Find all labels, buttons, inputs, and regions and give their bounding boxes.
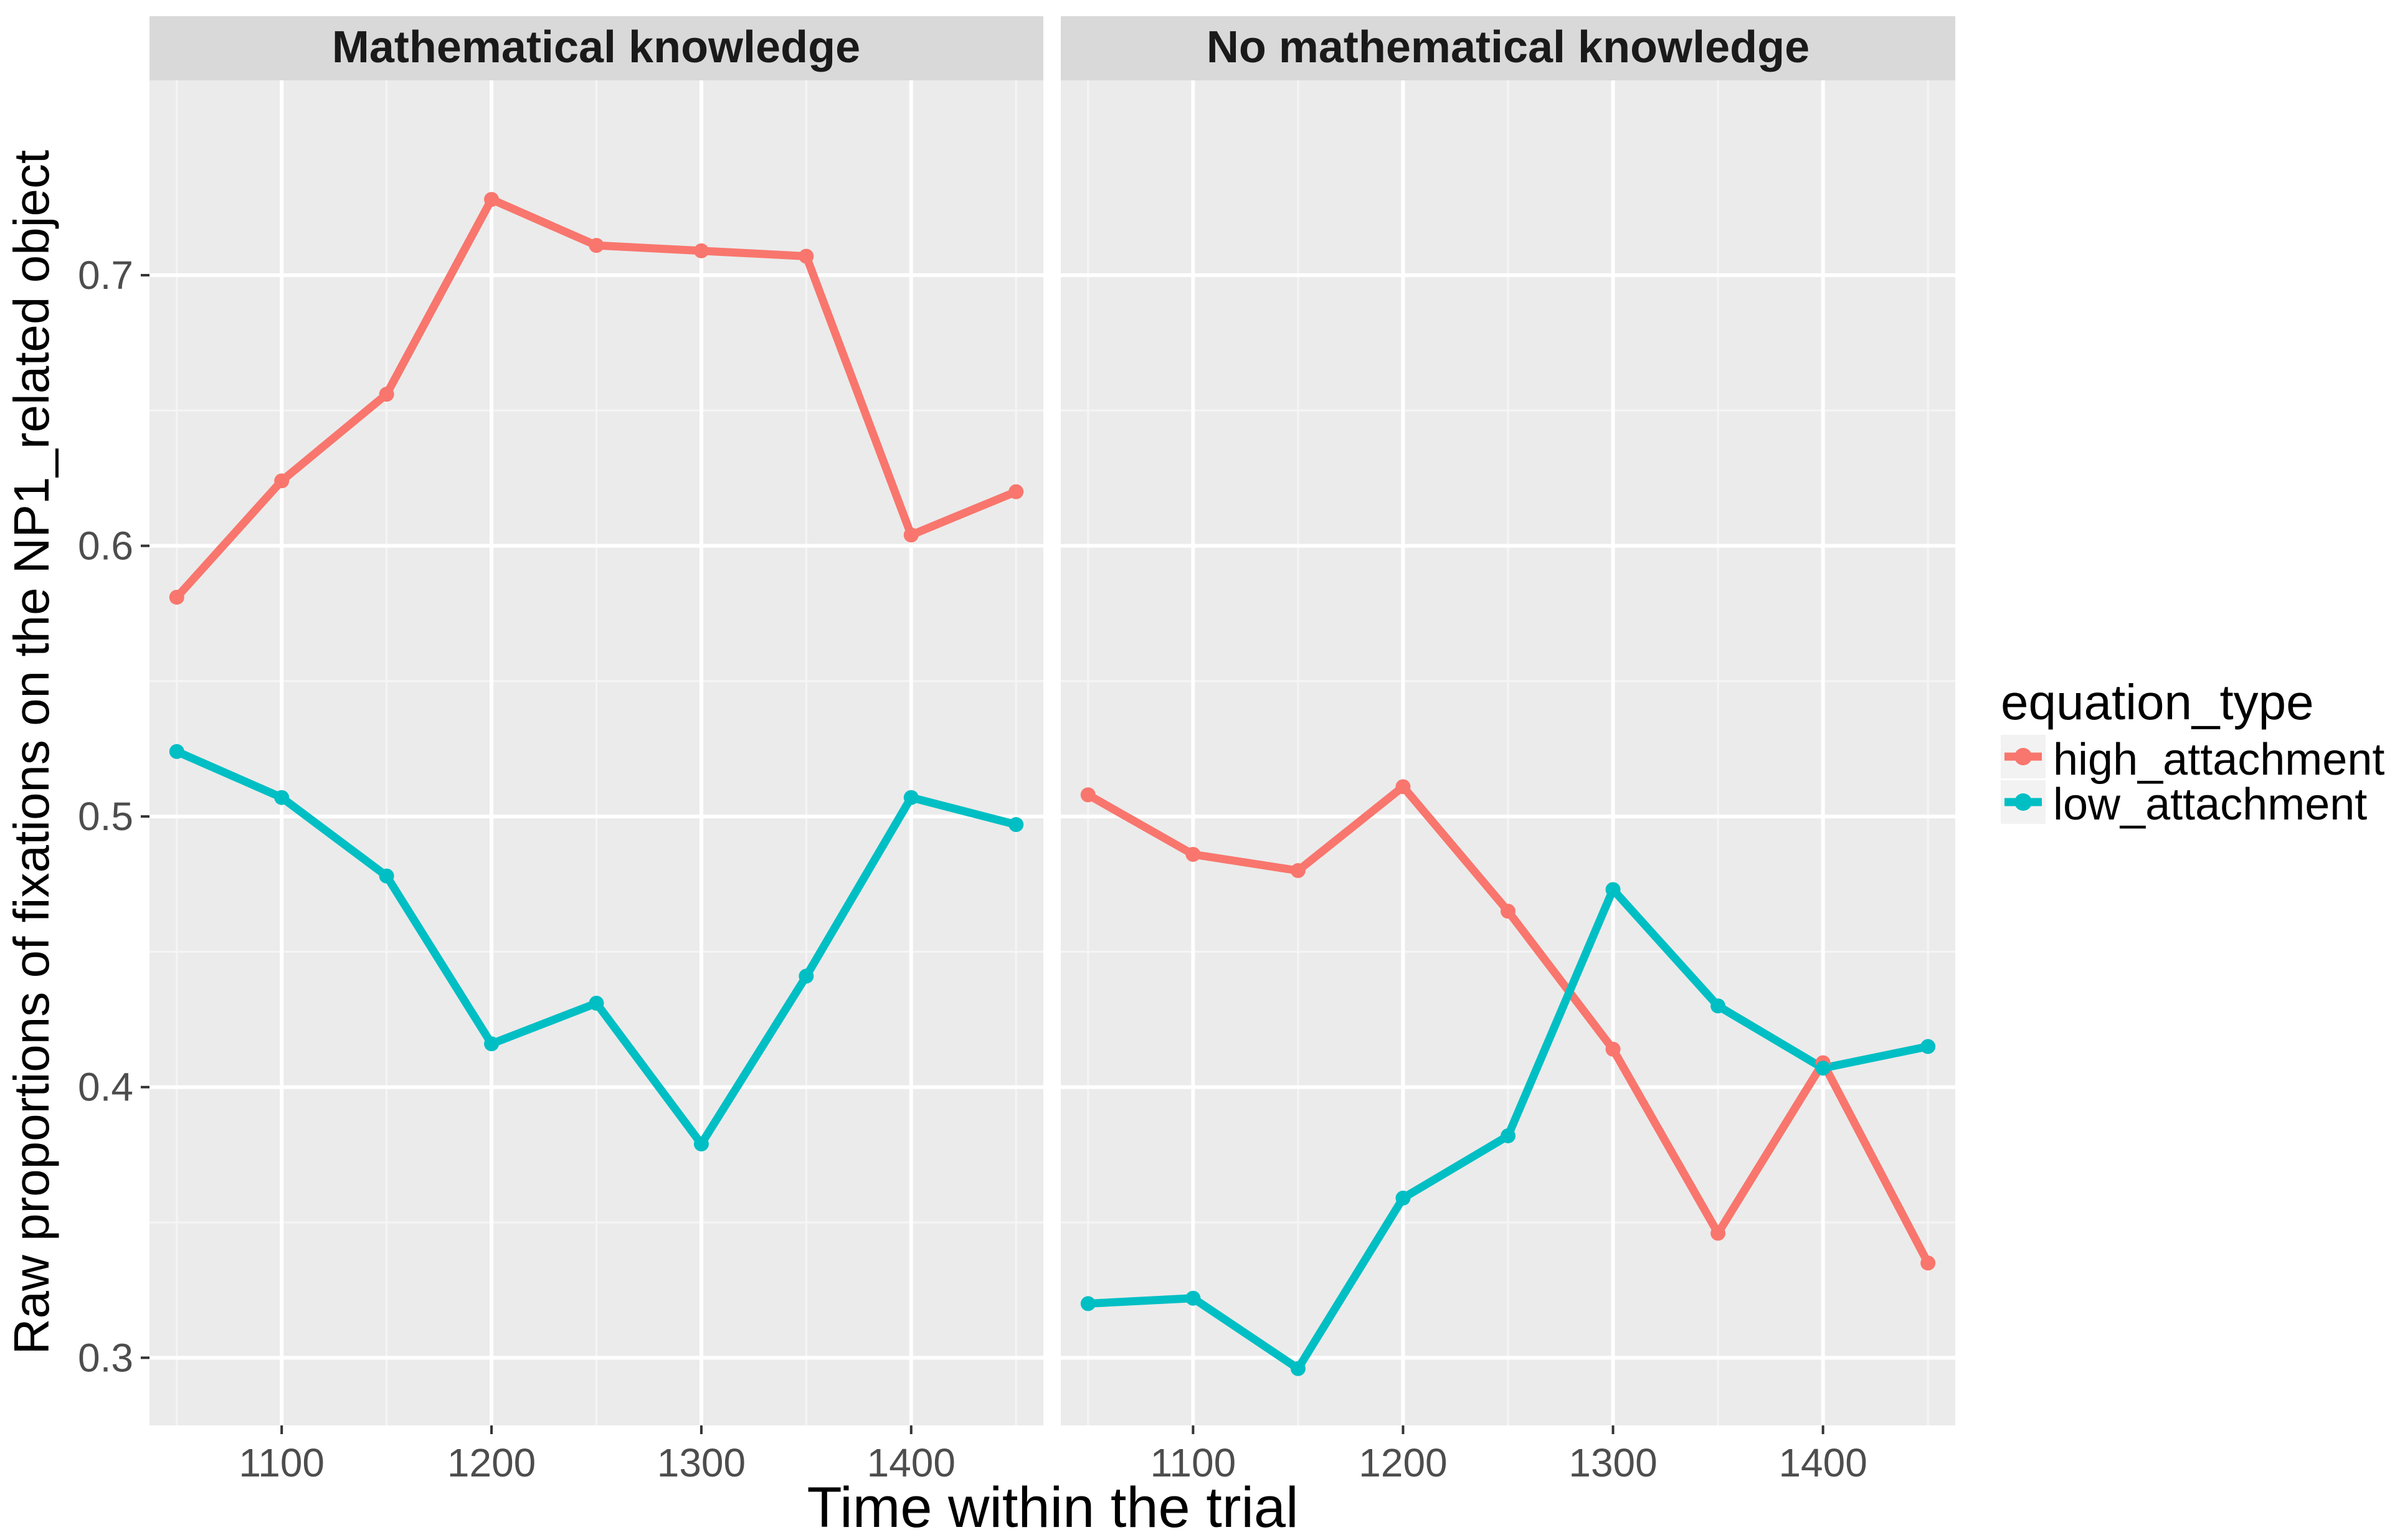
- legend-label-low-attachment: low_attachment: [2053, 780, 2367, 829]
- x-tick-label: 1200: [1359, 1440, 1447, 1485]
- major-grid: [149, 80, 1043, 1425]
- panel-no-mathematical-knowledge: No mathematical knowledge 1100 1200 1300 14…: [1061, 16, 1955, 1485]
- y-tick-label: 0.6: [78, 524, 133, 569]
- data-point-low-attachment: [1501, 1128, 1516, 1143]
- data-point-high-attachment: [169, 590, 184, 605]
- data-point-high-attachment: [1395, 779, 1411, 795]
- data-point-low-attachment: [1605, 882, 1621, 897]
- data-point-high-attachment: [1710, 1226, 1726, 1241]
- data-point-high-attachment: [1008, 484, 1024, 499]
- legend-title: equation_type: [2001, 674, 2314, 730]
- data-point-low-attachment: [1920, 1039, 1936, 1054]
- data-point-low-attachment: [169, 744, 184, 759]
- data-point-low-attachment: [693, 1136, 709, 1152]
- minor-grid: [1061, 80, 1955, 1425]
- y-axis-ticks: 0.3 0.4 0.5 0.6 0.7: [78, 253, 149, 1380]
- data-point-high-attachment: [1605, 1041, 1621, 1057]
- legend-key-high-attachment: [2001, 735, 2046, 778]
- data-point-high-attachment: [274, 473, 290, 489]
- data-point-high-attachment: [1501, 904, 1516, 919]
- data-point-high-attachment: [1185, 846, 1201, 862]
- panel-mathematical-knowledge: Mathematical knowledge 1100 1200 1300 1400: [149, 16, 1043, 1485]
- x-tick-label: 1100: [1150, 1440, 1236, 1485]
- data-point-low-attachment: [379, 868, 394, 884]
- data-point-low-attachment: [484, 1036, 500, 1052]
- data-point-low-attachment: [1395, 1190, 1411, 1206]
- x-tick-label: 1100: [239, 1440, 325, 1485]
- panel-strip: [149, 16, 1043, 80]
- x-tick-label: 1400: [1778, 1440, 1867, 1485]
- y-tick-label: 0.4: [78, 1065, 133, 1110]
- data-point-high-attachment: [379, 387, 394, 402]
- data-point-low-attachment: [903, 790, 919, 805]
- data-point-low-attachment: [274, 790, 290, 805]
- x-axis-ticks: 1100 1200 1300 1400: [1150, 1425, 1867, 1485]
- x-tick-label: 1300: [1568, 1440, 1657, 1485]
- panel-strip-title: Mathematical knowledge: [332, 22, 860, 72]
- data-point-low-attachment: [1080, 1296, 1096, 1311]
- data-point-high-attachment: [799, 248, 814, 264]
- data-point-high-attachment: [589, 238, 604, 253]
- data-point-low-attachment: [1815, 1061, 1831, 1076]
- series-points: [169, 192, 1024, 1152]
- legend-label-high-attachment: high_attachment: [2053, 735, 2384, 785]
- data-point-low-attachment: [1710, 998, 1726, 1014]
- legend-key-low-attachment: [2001, 780, 2046, 824]
- x-tick-label: 1300: [657, 1440, 746, 1485]
- panel-strip: [1061, 16, 1955, 80]
- data-point-low-attachment: [1008, 817, 1024, 833]
- data-point-high-attachment: [1920, 1255, 1936, 1271]
- data-point-low-attachment: [799, 968, 814, 984]
- y-tick-label: 0.5: [78, 794, 133, 839]
- data-point-low-attachment: [1290, 1361, 1306, 1376]
- x-axis-title: Time within the trial: [807, 1476, 1298, 1539]
- series-points: [1080, 779, 1936, 1376]
- data-point-high-attachment: [693, 243, 709, 258]
- legend: equation_type high_attachment low_attach…: [2001, 674, 2384, 829]
- panel-strip-title: No mathematical knowledge: [1207, 22, 1810, 72]
- data-point-high-attachment: [903, 527, 919, 543]
- data-point-high-attachment: [1290, 863, 1306, 879]
- x-tick-label: 1400: [867, 1440, 956, 1485]
- x-axis-ticks: 1100 1200 1300 1400: [239, 1425, 956, 1485]
- y-tick-label: 0.3: [78, 1335, 133, 1380]
- data-point-low-attachment: [1185, 1290, 1201, 1306]
- data-point-high-attachment: [484, 192, 500, 207]
- data-point-high-attachment: [1080, 787, 1096, 803]
- y-axis-title: Raw proportions of fixations on the NP1_…: [4, 150, 59, 1354]
- x-tick-label: 1200: [447, 1440, 536, 1485]
- y-tick-label: 0.7: [78, 253, 133, 298]
- data-point-low-attachment: [589, 996, 604, 1011]
